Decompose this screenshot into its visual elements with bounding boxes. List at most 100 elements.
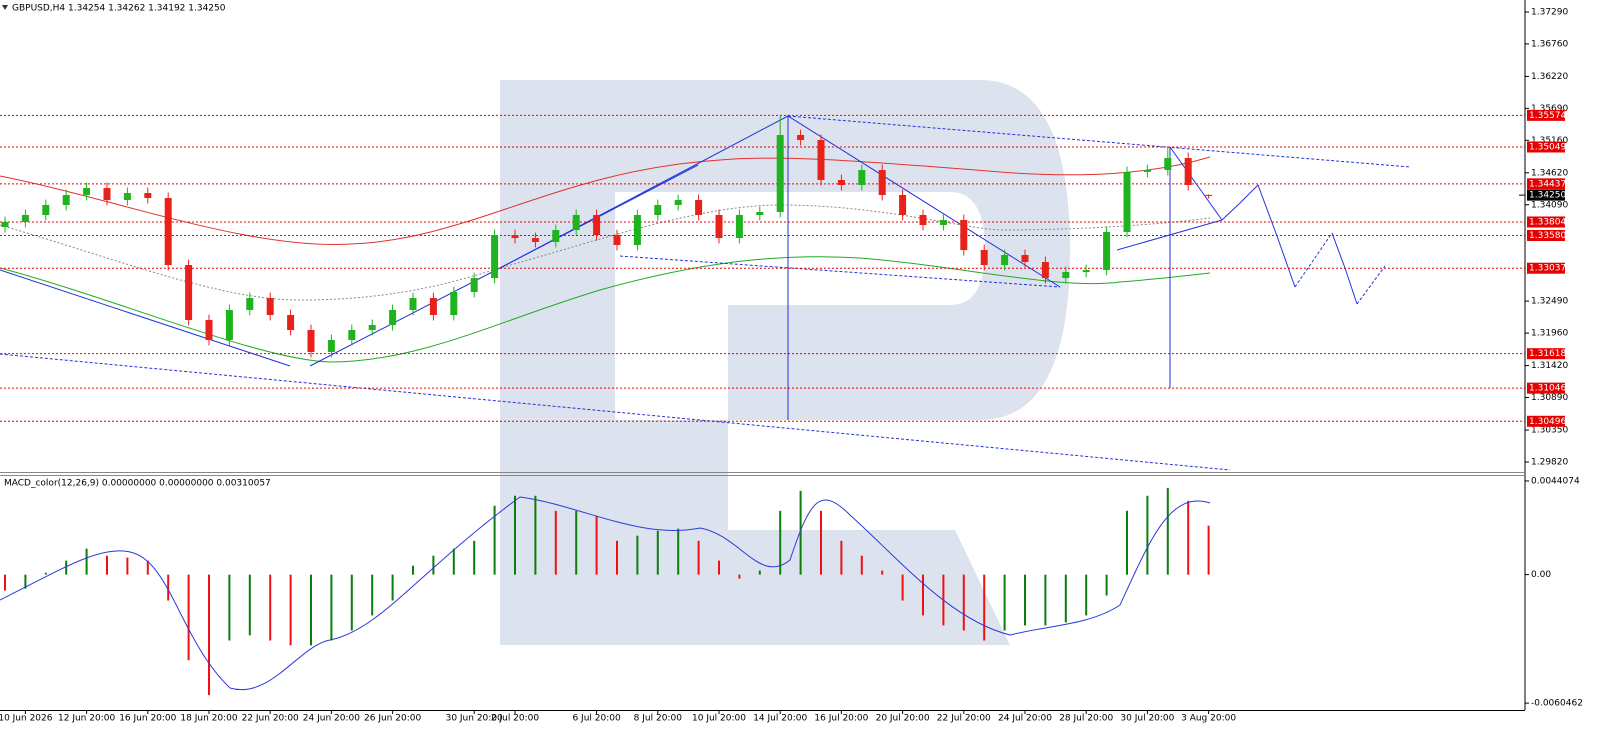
level-box [1527,229,1565,241]
candle-body [205,320,213,341]
candle-body [878,170,886,196]
current-price-box [1527,189,1565,201]
candle-body [21,215,29,222]
candle-body [1164,158,1172,171]
candle-body [960,220,968,251]
candle-body [715,215,723,239]
x-tick-label: 20 Jul 20:00 [876,714,930,724]
candle-body [62,195,70,206]
candle-body [1062,271,1070,279]
macd-signal [0,496,1211,691]
candle-body [123,193,131,201]
candle-body [633,215,641,246]
candle-body [348,330,356,341]
x-tick-label: 16 Jul 20:00 [814,714,868,724]
candle-body [858,170,866,186]
candle-body [1205,194,1213,196]
x-tick-label: 6 Jul 20:00 [572,714,621,724]
candle-body [246,298,254,311]
level-label: 1.31618 [1529,349,1566,359]
candle-body [287,315,295,331]
x-tick-label: 14 Jul 20:00 [753,714,807,724]
watermark [500,80,1070,645]
candle-body [368,325,376,331]
level-label: 1.35049 [1529,142,1566,152]
candle-body [164,198,172,266]
candle-body [735,215,743,239]
candle-body [776,135,784,212]
level-box [1527,382,1565,394]
y-tick-label: 1.36220 [1531,72,1568,82]
level-box [1527,109,1565,121]
y-tick-label: 0.00 [1531,570,1551,580]
candle-body [450,291,458,316]
candle-body [225,310,233,341]
x-tick-label: 24 Jul 20:00 [998,714,1052,724]
level-box [1527,348,1565,360]
level-label: 1.31046 [1529,384,1566,394]
candle-body [1082,270,1090,272]
x-tick-label: 28 Jul 20:00 [1059,714,1113,724]
candle-body [185,265,193,321]
y-tick-label: 1.30350 [1531,426,1568,436]
candle-body [613,235,621,246]
y-tick-label: 1.31960 [1531,329,1568,339]
candle-body [654,205,662,216]
level-box [1527,178,1565,190]
candle-body [409,298,417,311]
y-tick-label: 1.30890 [1531,393,1568,403]
candle-body [42,205,50,216]
x-tick-label: 16 Jun 20:00 [119,714,176,724]
x-tick-label: 22 Jun 20:00 [242,714,299,724]
level-label: 1.33804 [1529,217,1566,227]
candle-body [980,250,988,266]
candle-body [511,235,519,239]
candle-body [1184,158,1192,186]
candle-body [552,230,560,242]
y-tick-label: 1.37290 [1531,7,1568,17]
drawings [0,115,1411,471]
candle-body [674,200,682,206]
candle-body [1,221,9,228]
y-tick-label: 1.29820 [1531,457,1568,467]
level-label: 1.34437 [1529,179,1566,189]
level-box [1527,415,1565,427]
y-tick-label: 1.35160 [1531,136,1568,146]
candle-body [307,330,315,352]
candle-body [1041,261,1049,279]
symbol-icon [2,5,8,10]
candle-body [1103,231,1111,271]
level-label: 1.33037 [1529,264,1566,274]
x-tick-label: 30 Jun 20:00 [446,714,503,724]
level-label: 1.35574 [1529,111,1566,121]
level-label: 1.33580 [1529,231,1566,241]
candle-body [695,200,703,216]
x-tick-label: 18 Jun 20:00 [180,714,237,724]
candle-body [389,310,397,326]
y-tick-label: 1.31420 [1531,361,1568,371]
y-tick-label: 1.34620 [1531,168,1568,178]
y-tick-label: 1.34090 [1531,200,1568,210]
macd-title: MACD_color(12,26,9) 0.00000000 0.0000000… [4,479,271,489]
candle-body [919,215,927,226]
candle-body [491,235,499,279]
x-tick-label: 24 Jun 20:00 [303,714,360,724]
x-tick-label: 12 Jun 20:00 [58,714,115,724]
chart-title: GBPUSD,H4 1.34254 1.34262 1.34192 1.3425… [12,4,226,14]
candle-body [83,188,91,196]
x-tick-label: 26 Jun 20:00 [364,714,421,724]
candle-body [1123,171,1131,232]
x-tick-label: 10 Jun 2026 [0,714,53,724]
x-tick-label: 10 Jul 20:00 [692,714,746,724]
x-tick-label: 3 Aug 20:00 [1181,714,1236,724]
candle-body [1001,255,1009,266]
candle-body [572,215,580,231]
ma-red [0,156,1211,245]
y-tick-label: 1.32490 [1531,297,1568,307]
ma-green [0,256,1211,363]
candle-body [144,193,152,199]
candle-body [817,140,825,181]
candle-body [531,238,539,242]
y-tick-label: 1.35690 [1531,104,1568,114]
candle-body [103,188,111,201]
